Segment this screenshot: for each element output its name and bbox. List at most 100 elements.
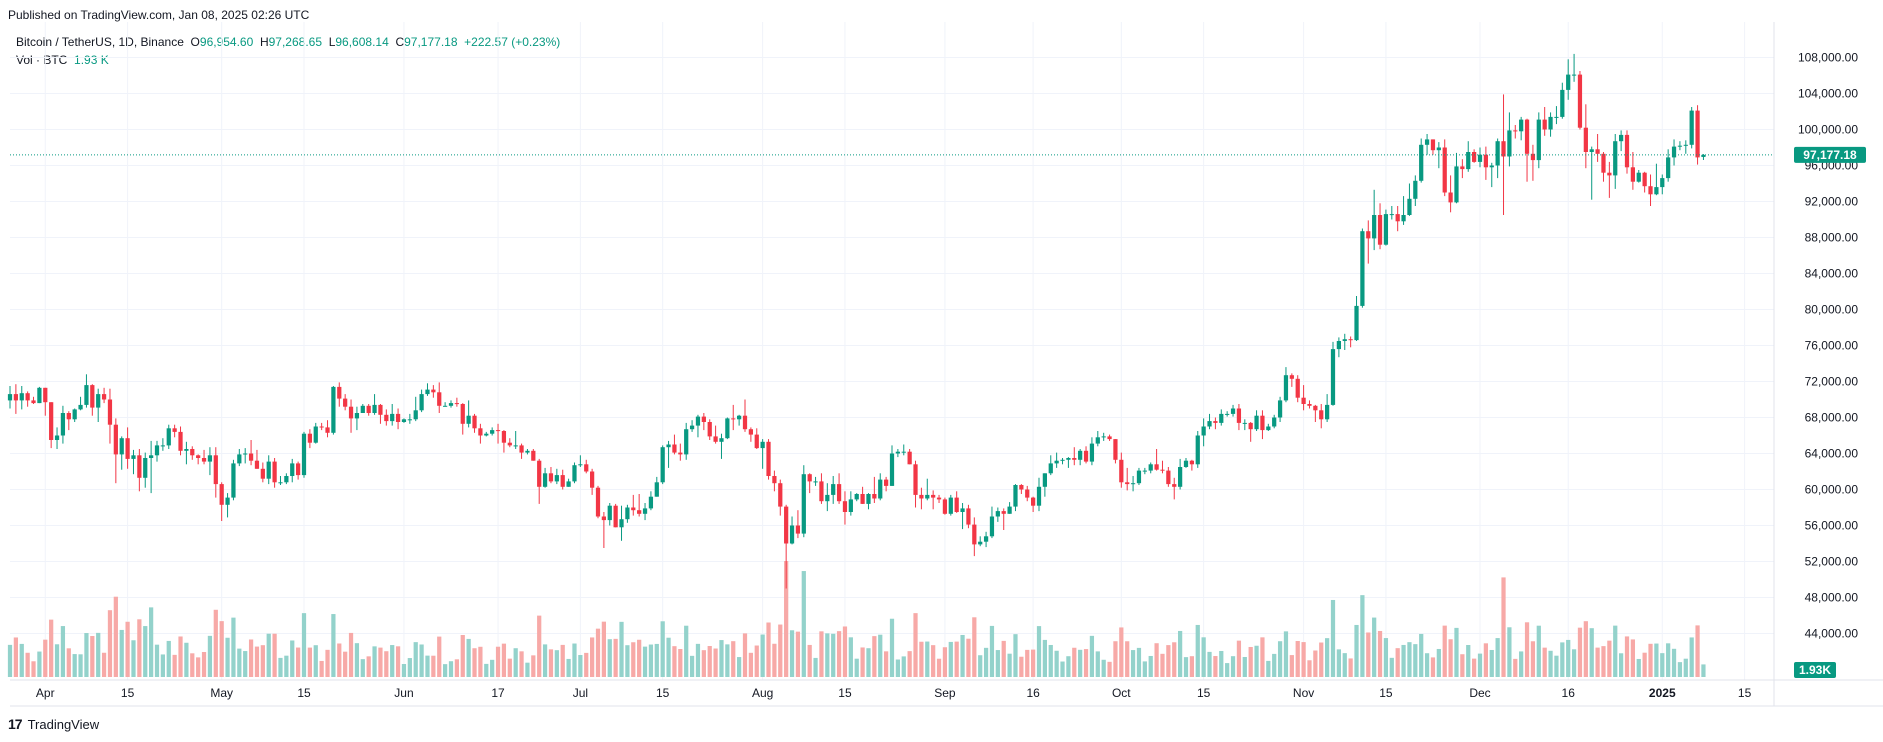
candle-body[interactable] — [437, 392, 442, 406]
candle-body[interactable] — [1119, 459, 1124, 483]
candle-body[interactable] — [1430, 139, 1436, 151]
candle-body[interactable] — [348, 406, 354, 419]
candle-body[interactable] — [1195, 435, 1200, 465]
candle-body[interactable] — [31, 400, 36, 404]
candle-body[interactable] — [1489, 165, 1494, 168]
candle-body[interactable] — [272, 461, 277, 483]
candle-body[interactable] — [1242, 422, 1247, 424]
candle-body[interactable] — [1301, 397, 1306, 404]
candle-body[interactable] — [43, 387, 48, 403]
candle-body[interactable] — [466, 415, 471, 424]
candle-body[interactable] — [607, 505, 612, 521]
candle-body[interactable] — [1101, 436, 1106, 438]
candle-body[interactable] — [919, 494, 924, 499]
candle-body[interactable] — [789, 525, 795, 544]
candle-body[interactable] — [1060, 459, 1065, 461]
candle-body[interactable] — [384, 414, 389, 422]
candle-body[interactable] — [343, 398, 348, 407]
candle-body[interactable] — [1354, 305, 1359, 341]
candle-body[interactable] — [866, 494, 871, 504]
candle-body[interactable] — [989, 516, 995, 537]
tradingview-brand[interactable]: 17 TradingView — [8, 716, 99, 732]
candle-body[interactable] — [19, 393, 24, 401]
candle-body[interactable] — [201, 458, 207, 462]
candle-body[interactable] — [1701, 154, 1706, 157]
candle-body[interactable] — [248, 453, 254, 461]
candle-body[interactable] — [1548, 116, 1553, 130]
candle-body[interactable] — [190, 449, 195, 456]
candle-body[interactable] — [678, 452, 683, 455]
candle-body[interactable] — [1225, 413, 1230, 415]
candle-body[interactable] — [1577, 74, 1583, 128]
candle-body[interactable] — [925, 494, 930, 499]
candle-body[interactable] — [131, 455, 136, 459]
candle-body[interactable] — [319, 426, 324, 428]
candle-body[interactable] — [537, 460, 542, 487]
candle-body[interactable] — [590, 471, 595, 488]
candle-body[interactable] — [243, 453, 248, 455]
candle-body[interactable] — [1648, 186, 1653, 195]
candle-body[interactable] — [1442, 147, 1447, 193]
candle-body[interactable] — [631, 507, 636, 511]
candle-body[interactable] — [454, 403, 459, 405]
candle-body[interactable] — [284, 476, 289, 483]
candle-body[interactable] — [1530, 153, 1536, 161]
candle-body[interactable] — [1183, 460, 1189, 467]
candle-body[interactable] — [1507, 130, 1512, 157]
candle-body[interactable] — [1613, 141, 1618, 176]
candle-body[interactable] — [149, 455, 154, 458]
candle-body[interactable] — [1160, 469, 1165, 471]
candle-body[interactable] — [1377, 215, 1383, 245]
candle-body[interactable] — [966, 508, 971, 525]
candle-body[interactable] — [1166, 470, 1171, 485]
candle-body[interactable] — [207, 455, 213, 462]
candle-body[interactable] — [525, 450, 530, 453]
candle-body[interactable] — [995, 511, 1000, 517]
candle-body[interactable] — [548, 473, 554, 482]
candle-body[interactable] — [1113, 439, 1118, 460]
candle-body[interactable] — [1089, 443, 1095, 462]
candle-body[interactable] — [1372, 215, 1377, 239]
candle-body[interactable] — [801, 474, 806, 534]
candle-body[interactable] — [101, 394, 107, 400]
candle-body[interactable] — [613, 505, 618, 528]
candle-body[interactable] — [54, 435, 60, 441]
candle-body[interactable] — [1571, 74, 1577, 76]
candle-body[interactable] — [819, 481, 824, 502]
candle-body[interactable] — [119, 438, 124, 455]
candle-body[interactable] — [1542, 119, 1547, 130]
candle-body[interactable] — [1630, 167, 1635, 182]
candle-body[interactable] — [719, 438, 724, 442]
candle-body[interactable] — [478, 428, 483, 436]
candle-body[interactable] — [37, 387, 42, 404]
candle-body[interactable] — [1495, 141, 1500, 166]
candle-body[interactable] — [1671, 146, 1677, 158]
candle-body[interactable] — [531, 450, 536, 461]
candle-body[interactable] — [836, 484, 842, 502]
candle-body[interactable] — [90, 385, 95, 408]
candle-body[interactable] — [448, 403, 454, 406]
candle-body[interactable] — [1348, 339, 1353, 341]
candle-body[interactable] — [807, 474, 812, 482]
candle-body[interactable] — [625, 507, 630, 520]
candle-body[interactable] — [1142, 470, 1147, 472]
candle-body[interactable] — [360, 405, 365, 413]
candle-body[interactable] — [107, 399, 113, 425]
candle-body[interactable] — [831, 484, 836, 495]
candle-body[interactable] — [1513, 130, 1518, 132]
candle-body[interactable] — [154, 445, 160, 456]
candle-body[interactable] — [507, 442, 512, 446]
candle-body[interactable] — [407, 419, 412, 421]
candle-body[interactable] — [713, 436, 718, 442]
candle-body[interactable] — [331, 386, 336, 433]
candle-body[interactable] — [484, 433, 489, 436]
candle-body[interactable] — [784, 506, 789, 544]
candle-body[interactable] — [901, 451, 906, 453]
candle-body[interactable] — [413, 410, 418, 420]
candle-body[interactable] — [1619, 134, 1624, 142]
candle-body[interactable] — [1395, 214, 1400, 222]
candle-body[interactable] — [401, 419, 407, 422]
candle-body[interactable] — [907, 451, 912, 465]
candle-body[interactable] — [1660, 178, 1665, 188]
